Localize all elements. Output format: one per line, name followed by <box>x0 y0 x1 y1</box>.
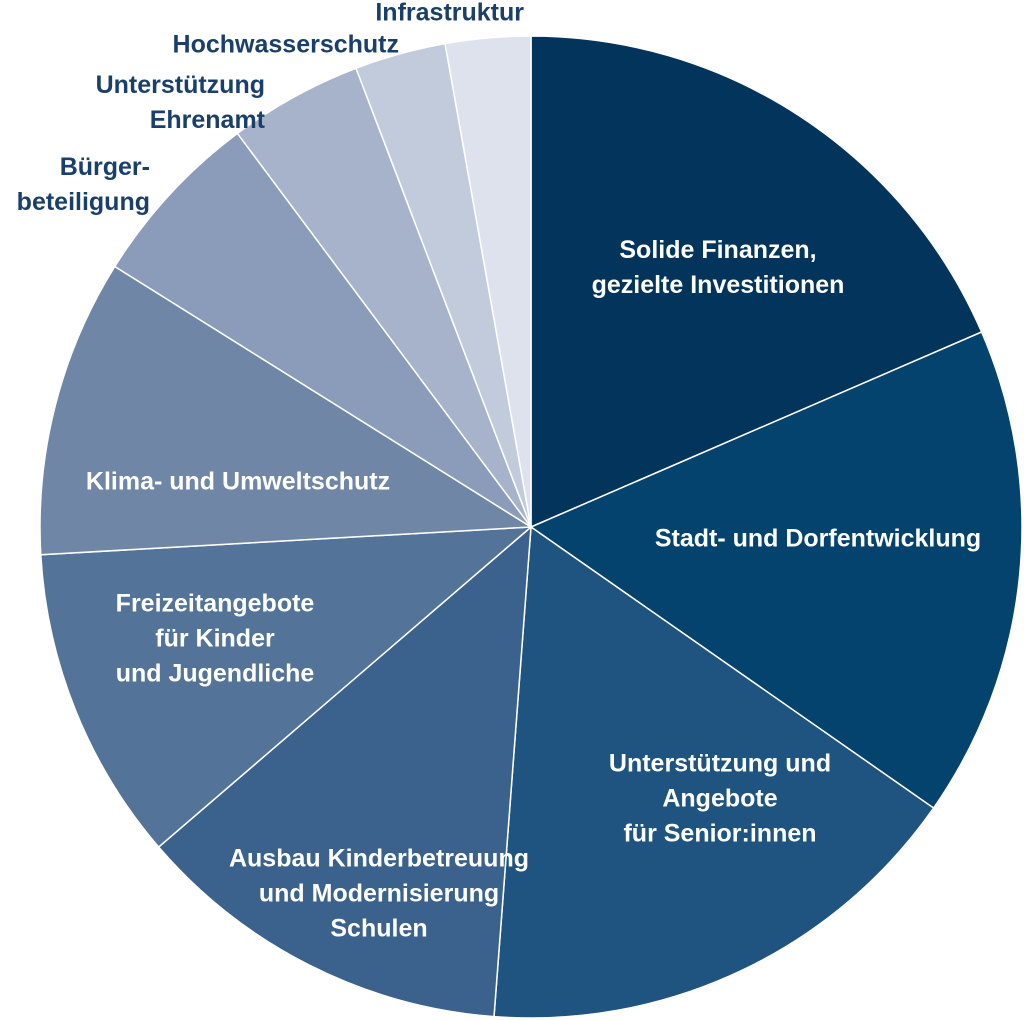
slice-label: Unterstützung und Angebote für Senior:inne… <box>609 750 831 848</box>
slice-label-line: Freizeitangebote <box>116 590 315 618</box>
slice-label-line: beteiligung <box>17 188 150 216</box>
slice-label-line: Bürger- <box>60 153 150 181</box>
slice-label-line: für Senior:innen <box>623 820 816 848</box>
pie-slice <box>529 331 1023 810</box>
pie-slice <box>530 35 983 529</box>
slice-label: Ausbau Kinderbetreuung und Modernisierung… <box>229 845 529 943</box>
slice-label-line: Stadt- und Dorfentwicklung <box>655 525 981 553</box>
pie-slice <box>493 525 935 1019</box>
slice-label-line: Klima- und Umweltschutz <box>86 468 390 496</box>
slice-label: Freizeitangebote für Kinder und Jugendlich… <box>116 590 315 688</box>
slice-label-line: Ehrenamt <box>150 106 266 134</box>
slice-label-line: für Kinder <box>155 625 275 653</box>
slice-label: Infrastruktur <box>375 0 524 27</box>
slice-label-line: Ausbau Kinderbetreuung <box>229 845 529 873</box>
pie-slice <box>113 132 532 528</box>
slice-label-line: und Modernisierung <box>259 880 499 908</box>
slice-label-line: Solide Finanzen, <box>619 236 816 264</box>
slice-label: Klima- und Umweltschutz <box>86 468 390 496</box>
slice-label: Stadt- und Dorfentwicklung <box>655 525 981 553</box>
pie-slice <box>39 265 534 556</box>
pie-slices <box>39 35 1023 1019</box>
slice-label-line: Unterstützung <box>96 71 265 99</box>
slice-label-line: Hochwasserschutz <box>173 31 399 59</box>
slice-label-line: Schulen <box>330 915 427 943</box>
slice-label-line: gezielte Investitionen <box>592 271 845 299</box>
pie-slice <box>444 35 532 528</box>
slice-label-line: Angebote <box>662 785 777 813</box>
slice-label: Unterstützung Ehrenamt <box>96 71 266 134</box>
slice-label: Solide Finanzen, gezielte Investitionen <box>592 236 845 299</box>
pie-slice <box>157 525 532 1018</box>
slice-label-line: Infrastruktur <box>375 0 524 27</box>
slice-label: Bürger-beteiligung <box>17 153 150 216</box>
slice-label: Hochwasserschutz <box>173 31 399 59</box>
pie-labels: Solide Finanzen, gezielte Investitionen St… <box>17 0 982 943</box>
slice-label-line: Unterstützung und <box>609 750 831 778</box>
pie-slice <box>39 526 534 849</box>
slice-label-line: und Jugendliche <box>116 660 315 688</box>
